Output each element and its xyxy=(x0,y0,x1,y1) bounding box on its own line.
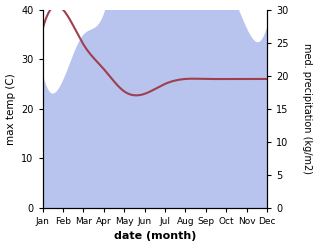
X-axis label: date (month): date (month) xyxy=(114,231,196,242)
Y-axis label: med. precipitation (kg/m2): med. precipitation (kg/m2) xyxy=(302,43,313,174)
Y-axis label: max temp (C): max temp (C) xyxy=(5,73,16,144)
